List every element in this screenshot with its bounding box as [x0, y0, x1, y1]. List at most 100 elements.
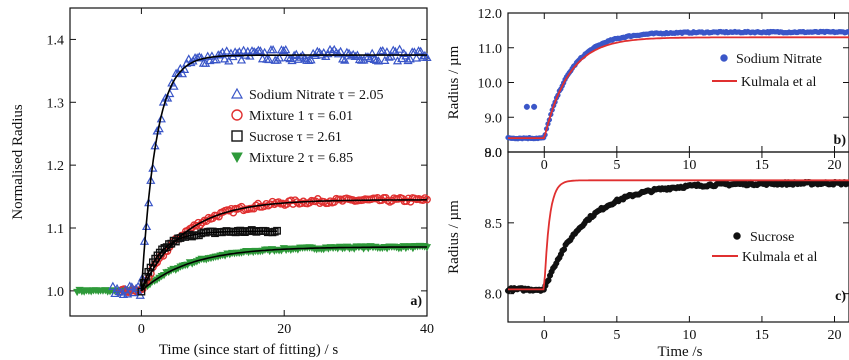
- legend-label: Sodium Nitrate τ = 2.05: [249, 88, 383, 103]
- data-point: [281, 44, 291, 54]
- y-tick-label: 1.2: [47, 159, 65, 174]
- data-point: [422, 52, 432, 61]
- data-point: [158, 245, 166, 254]
- legend: Sodium Nitrate τ = 2.05 Mixture 1 τ = 6.0…: [230, 87, 383, 166]
- plot-frame: [69, 7, 428, 317]
- data-point: [333, 49, 344, 58]
- fit-line-1: [140, 199, 427, 292]
- legend-marker: [733, 232, 741, 240]
- x-tick-label: 10: [682, 158, 696, 173]
- plot-frame: [507, 151, 849, 323]
- data-point: [156, 114, 166, 123]
- data-point: [411, 53, 422, 62]
- x-tick-label: 20: [277, 322, 291, 337]
- x-tick-label: 10: [682, 328, 696, 343]
- panel-a: 0 20 40 1.0 1.1 1.2 1.3 1.4 Time (since start of…: [10, 7, 434, 358]
- legend-marker: [231, 152, 243, 164]
- data-point: [283, 52, 293, 62]
- panel-tag: a): [410, 294, 422, 309]
- x-tick-label: 0: [138, 322, 145, 337]
- legend: Sodium Nitrate Kulmala et al: [712, 52, 822, 90]
- y-tick-label: 1.4: [47, 33, 65, 48]
- data-point: [295, 52, 306, 61]
- data-point: [224, 56, 234, 65]
- data-point: [129, 287, 139, 297]
- legend-marker: [230, 87, 244, 99]
- data-point: [169, 81, 179, 90]
- x-tick-label: 20: [827, 158, 841, 173]
- data-point: [177, 68, 188, 78]
- data-point: [264, 54, 274, 64]
- legend-label: Mixture 2 τ = 6.85: [249, 151, 353, 166]
- y-tick-label: 1.1: [47, 222, 65, 237]
- panel-tag: b): [834, 133, 847, 148]
- data-point: [238, 45, 249, 54]
- data-point: [386, 51, 396, 60]
- data-point: [196, 53, 207, 62]
- x-tick-label: 5: [613, 328, 620, 343]
- data-point: [211, 54, 221, 64]
- data-point: [378, 45, 388, 55]
- y-tick-label: 10.0: [478, 77, 503, 92]
- data-point: [338, 54, 348, 63]
- legend-label: Kulmala et al: [742, 250, 818, 265]
- fit-line-0: [140, 54, 427, 291]
- data-point: [215, 49, 225, 59]
- x-axis-label: Time /s: [658, 344, 703, 360]
- data-point: [845, 180, 849, 187]
- y-tick-label: 11.0: [478, 42, 502, 57]
- panel-tag: c): [835, 289, 846, 304]
- y-tick-label: 9.0: [485, 111, 503, 126]
- x-tick-label: 0: [541, 328, 548, 343]
- data-point: [255, 46, 266, 55]
- data-point: [287, 55, 297, 65]
- data-point: [122, 289, 133, 298]
- data-point: [523, 103, 530, 110]
- kulmala-line: [508, 179, 849, 291]
- data-point: [394, 44, 405, 53]
- data-point: [268, 44, 278, 54]
- data-point: [232, 48, 242, 58]
- data-point: [365, 53, 375, 63]
- data-point: [274, 53, 285, 62]
- data-point: [403, 55, 413, 65]
- data-point: [306, 55, 316, 64]
- data-point: [354, 54, 365, 64]
- legend-label: Kulmala et al: [741, 75, 817, 90]
- data-point: [369, 54, 379, 64]
- data-point: [247, 46, 257, 55]
- y-axis-label: Normalised Radius: [10, 104, 26, 220]
- y-tick-label: 1.0: [47, 285, 65, 300]
- data-point: [154, 123, 164, 133]
- data-point: [127, 282, 137, 291]
- data-point: [108, 281, 118, 290]
- data-point: [531, 103, 538, 110]
- data-point: [418, 52, 428, 61]
- data-point: [222, 46, 232, 55]
- legend-marker: [720, 54, 728, 62]
- data-point: [388, 45, 398, 54]
- data-point: [279, 45, 289, 55]
- series-sucrose-points: [504, 178, 849, 294]
- data-point: [397, 53, 407, 63]
- y-tick-label: 8.5: [485, 217, 503, 232]
- data-point: [274, 198, 283, 207]
- x-tick-label: 15: [755, 158, 769, 173]
- legend-label: Mixture 1 τ = 6.01: [249, 109, 353, 124]
- legend: Sucrose Kulmala et al: [712, 230, 818, 265]
- data-point: [405, 54, 415, 63]
- data-point: [236, 55, 247, 64]
- legend-marker: [231, 109, 243, 121]
- y-tick-label: 8.0: [485, 146, 503, 161]
- legend-label: Sodium Nitrate: [736, 52, 822, 67]
- x-tick-label: 5: [613, 158, 620, 173]
- fit-line-2: [140, 230, 278, 292]
- x-tick-label: 15: [755, 328, 769, 343]
- series-sodium-points: [505, 28, 849, 142]
- legend-label: Sucrose τ = 2.61: [249, 130, 342, 145]
- y-tick-label: 1.3: [47, 96, 65, 111]
- y-tick-label: 8.0: [485, 288, 503, 303]
- legend-marker: [231, 130, 243, 142]
